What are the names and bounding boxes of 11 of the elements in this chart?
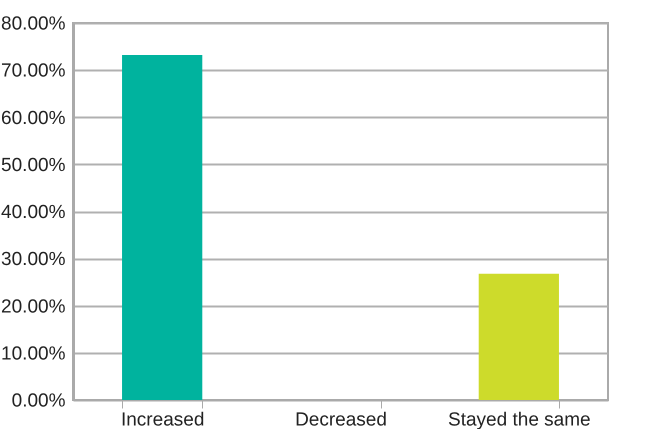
y-tick-label: 10.00% [1, 343, 66, 364]
y-tick-label: 20.00% [1, 296, 66, 318]
y-tick-label: 60.00% [1, 108, 66, 129]
y-tick-label: 40.00% [1, 202, 66, 223]
x-tick-label: Increased [120, 410, 204, 430]
y-tick-label: 50.00% [1, 154, 66, 176]
y-tick-label: 70.00% [1, 60, 66, 82]
y-tick-label: 30.00% [1, 249, 66, 270]
x-tick-label: Decreased [295, 410, 387, 430]
y-tick-label: 80.00% [1, 14, 66, 34]
y-tick-label: 0.00% [12, 390, 66, 412]
